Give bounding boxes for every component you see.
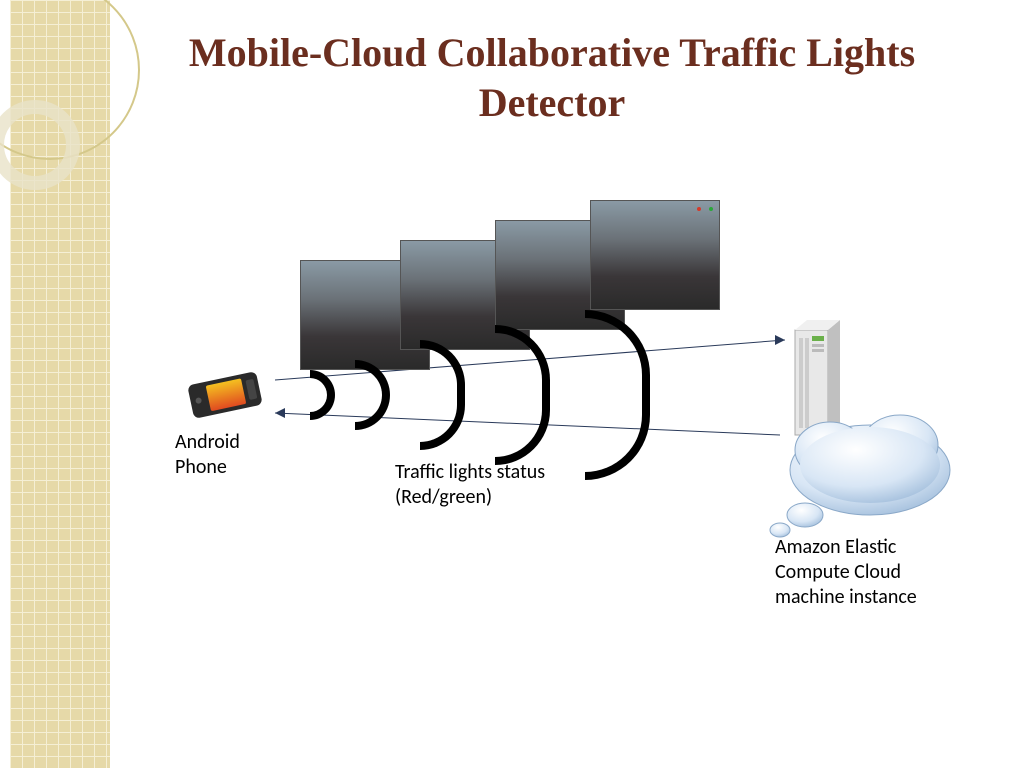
android-phone-icon <box>180 370 270 420</box>
status-label: Traffic lights status (Red/green) <box>395 460 545 510</box>
slide-title: Mobile-Cloud Collaborative Traffic Light… <box>120 28 984 128</box>
street-photo <box>590 200 720 310</box>
phone-label: Android Phone <box>175 430 240 480</box>
cloud-icon <box>760 395 960 545</box>
cloud-label: Amazon Elastic Compute Cloud machine ins… <box>775 535 917 610</box>
diagram: Android Phone Traffic lights status (Red… <box>120 200 1000 700</box>
sidebar-decoration <box>0 0 110 768</box>
